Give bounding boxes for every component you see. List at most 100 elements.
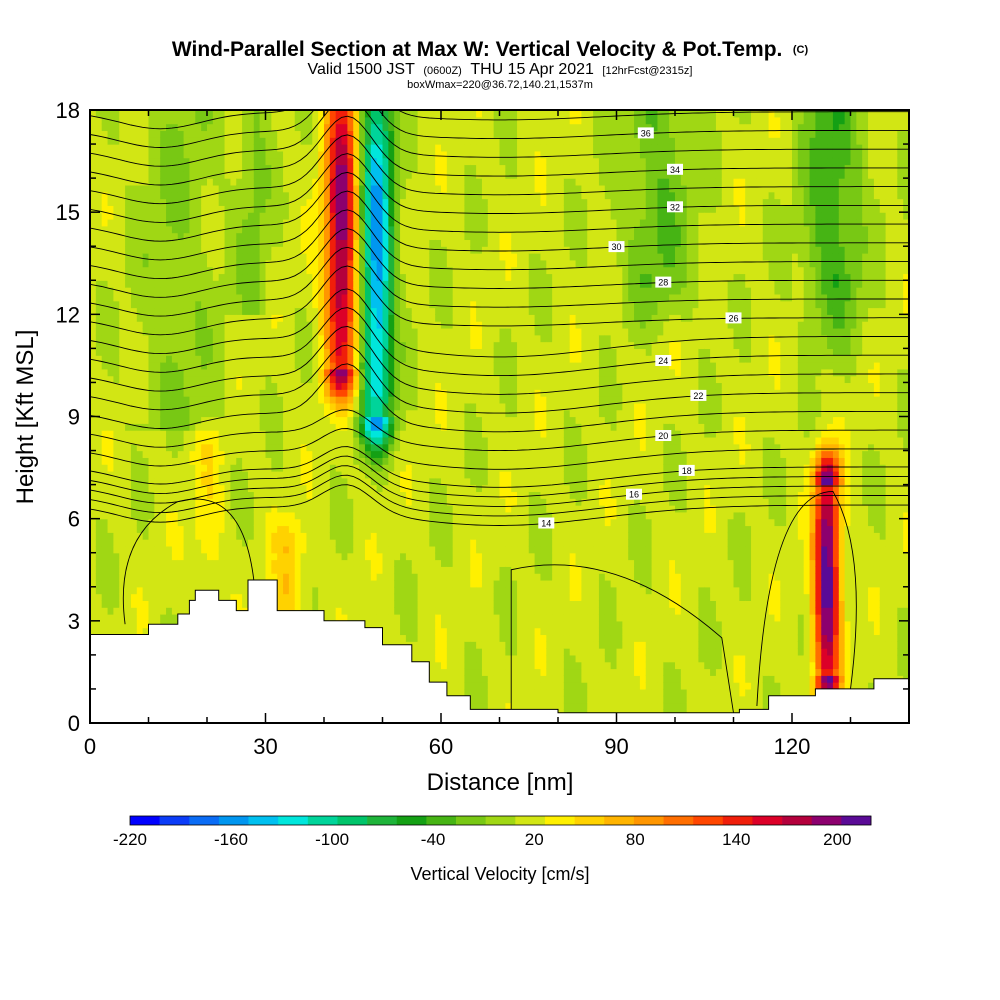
velocity-cell [259, 355, 267, 363]
velocity-cell [177, 171, 185, 179]
velocity-cell [166, 614, 173, 622]
velocity-cell [142, 532, 150, 540]
velocity-cell [195, 457, 202, 465]
velocity-cell [294, 511, 302, 520]
velocity-cell [283, 423, 290, 431]
velocity-cell [201, 491, 208, 499]
velocity-cell [288, 491, 296, 499]
velocity-cell [242, 327, 249, 336]
velocity-cell [283, 259, 290, 268]
velocity-cell [318, 484, 325, 493]
velocity-cell [382, 416, 389, 424]
velocity-cell [370, 586, 378, 595]
velocity-cell [212, 314, 220, 322]
velocity-cell [394, 171, 401, 179]
velocity-cell [107, 287, 114, 295]
velocity-cell [247, 375, 255, 384]
velocity-cell [125, 212, 132, 220]
velocity-cell [253, 116, 261, 125]
velocity-cell [400, 539, 407, 547]
velocity-cell [259, 218, 267, 227]
velocity-cell [376, 430, 384, 438]
velocity-cell [101, 362, 109, 370]
velocity-cell [347, 409, 354, 418]
velocity-cell [400, 402, 407, 411]
velocity-cell [265, 218, 272, 227]
velocity-cell [364, 191, 372, 200]
velocity-cell [171, 539, 179, 547]
velocity-cell [113, 171, 120, 179]
velocity-cell [277, 443, 284, 452]
velocity-cell [341, 375, 348, 384]
velocity-cell [294, 280, 302, 288]
velocity-cell [230, 253, 237, 261]
velocity-cell [265, 552, 272, 561]
velocity-cell [370, 539, 378, 547]
velocity-cell [265, 477, 272, 486]
velocity-cell [265, 116, 272, 125]
velocity-cell [148, 123, 155, 132]
velocity-cell [359, 457, 366, 465]
velocity-cell [212, 552, 220, 561]
velocity-cell [359, 443, 366, 452]
velocity-cell [259, 368, 267, 377]
velocity-cell [388, 280, 395, 288]
velocity-cell [195, 287, 202, 295]
velocity-cell [90, 246, 97, 254]
velocity-cell [347, 423, 354, 431]
velocity-cell [265, 321, 272, 329]
velocity-cell [142, 150, 150, 159]
velocity-cell [242, 396, 249, 404]
velocity-cell [183, 130, 191, 138]
velocity-cell [125, 137, 132, 145]
velocity-cell [242, 300, 249, 309]
velocity-cell [201, 191, 208, 200]
velocity-cell [177, 368, 185, 377]
velocity-cell [376, 477, 384, 486]
velocity-cell [271, 232, 278, 241]
velocity-cell [294, 545, 302, 554]
velocity-cell [265, 566, 272, 574]
velocity-cell [364, 321, 372, 329]
velocity-cell [183, 184, 191, 193]
velocity-cell [376, 600, 384, 608]
velocity-cell [400, 232, 407, 241]
velocity-cell [341, 259, 348, 268]
velocity-cell [177, 178, 185, 186]
velocity-cell [353, 382, 360, 390]
velocity-cell [329, 239, 337, 247]
velocity-cell [177, 498, 185, 506]
velocity-cell [130, 593, 138, 601]
velocity-cell [125, 593, 132, 601]
velocity-cell [388, 259, 395, 268]
velocity-cell [142, 566, 150, 574]
velocity-cell [277, 484, 284, 493]
velocity-cell [288, 239, 296, 247]
velocity-cell [329, 607, 337, 615]
velocity-cell [113, 559, 120, 567]
velocity-cell [230, 144, 237, 152]
velocity-cell [253, 457, 261, 465]
velocity-cell [224, 130, 231, 138]
velocity-cell [142, 205, 150, 213]
velocity-cell [388, 436, 395, 445]
velocity-cell [370, 389, 378, 397]
velocity-cell [253, 246, 261, 254]
velocity-cell [277, 178, 284, 186]
velocity-cell [247, 130, 255, 138]
velocity-cell [95, 423, 103, 431]
velocity-cell [230, 436, 237, 445]
velocity-cell [148, 171, 155, 179]
velocity-cell [353, 600, 360, 608]
velocity-cell [183, 539, 191, 547]
velocity-cell [277, 184, 284, 193]
velocity-cell [142, 491, 150, 499]
velocity-cell [312, 355, 319, 363]
velocity-cell [142, 511, 150, 520]
velocity-cell [253, 477, 261, 486]
velocity-cell [411, 579, 419, 588]
velocity-cell [136, 218, 144, 227]
velocity-cell [306, 150, 313, 159]
velocity-cell [306, 573, 313, 581]
velocity-cell [364, 232, 372, 241]
